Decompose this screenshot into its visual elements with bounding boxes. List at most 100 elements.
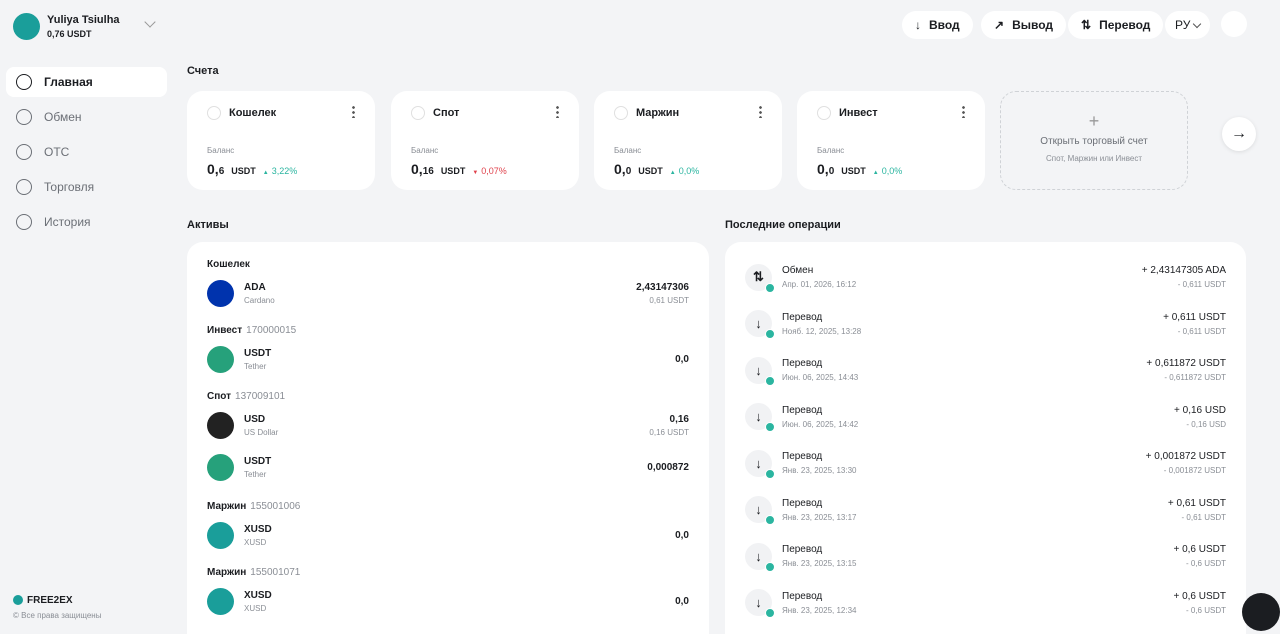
account-card[interactable]: Спот Баланс 0, 16 USDT ▼ 0,07% <box>391 91 579 190</box>
operation-icon: ↓ <box>745 356 775 386</box>
nav-label: Главная <box>44 75 93 89</box>
assets-panel: Кошелек ADA Cardano 2,43147306 0,61 USDT Инве… <box>187 242 709 634</box>
asset-text: USDT Tether <box>244 348 271 371</box>
operation-row[interactable]: ↓ Перевод Янв. 23, 2025, 13:15 + 0,6 USDT - … <box>745 533 1226 580</box>
asset-row[interactable]: USD US Dollar 0,16 0,16 USDT <box>207 405 689 445</box>
account-card[interactable]: Маржин Баланс 0, 0 USDT ▲ 0,0% <box>594 91 782 190</box>
asset-icon <box>207 411 234 439</box>
operation-amount: + 0,001872 USDT <box>1145 451 1226 463</box>
header-button[interactable]: ⇅ Перевод <box>1068 11 1164 39</box>
group-id: 170000015 <box>246 324 297 336</box>
operation-icon: ↓ <box>745 542 775 572</box>
asset-row[interactable]: USDT Tether 0,0 <box>207 339 689 379</box>
asset-sub: 0,61 USDT <box>649 295 689 305</box>
accounts-title: Счета <box>187 65 219 77</box>
asset-amount: 0,0 <box>675 595 689 607</box>
asset-name: XUSD <box>244 537 267 547</box>
copyright: © Все права защищены <box>13 611 102 620</box>
header-button[interactable]: ↗ Вывод <box>981 11 1066 39</box>
next-arrow[interactable]: → <box>1222 117 1256 151</box>
nav-item[interactable]: Главная <box>6 67 167 97</box>
status-check <box>765 375 775 386</box>
asset-amount: 0,0 <box>675 529 689 541</box>
asset-symbol: USD <box>244 413 266 425</box>
asset-row[interactable]: XUSD XUSD 0,0 <box>207 515 689 555</box>
group-name: Инвест <box>207 324 243 336</box>
operation-row[interactable]: ↓ Перевод Июн. 06, 2025, 14:43 + 0,611872 U… <box>745 347 1226 394</box>
asset-group: Кошелек <box>207 255 689 273</box>
operation-row[interactable]: ↓ Перевод Янв. 23, 2025, 13:17 + 0,61 USDT -… <box>745 487 1226 534</box>
account-card[interactable]: Кошелек Баланс 0, 6 USDT ▲ 3,22% <box>187 91 375 190</box>
open-account-subtitle: Спот, Маржин или Инвест <box>1046 154 1142 163</box>
group-name: Маржин <box>207 566 247 578</box>
operation-amount: + 0,611872 USDT <box>1146 358 1226 370</box>
user-chevron[interactable] <box>144 16 156 28</box>
group-id: 137009101 <box>235 390 286 402</box>
trend-icon: ▼ <box>472 170 479 176</box>
balance-main: 0, <box>207 161 219 177</box>
settings-button[interactable] <box>1221 11 1247 37</box>
nav-icon <box>16 214 32 230</box>
balance-currency: USDT <box>440 166 466 176</box>
asset-row[interactable]: XUSD XUSD 0,0 <box>207 581 689 621</box>
account-menu[interactable] <box>962 105 965 118</box>
asset-text: USDT Tether <box>244 456 271 479</box>
asset-name: XUSD <box>244 603 267 613</box>
operation-row[interactable]: ↓ Перевод Янв. 23, 2025, 12:34 + 0,6 USDT - … <box>745 580 1226 627</box>
balance-label: Баланс <box>411 146 439 155</box>
operation-date: Янв. 23, 2025, 12:34 <box>782 605 857 615</box>
status-check <box>765 561 775 572</box>
operation-row[interactable]: ↓ Перевод Янв. 23, 2025, 13:30 + 0,001872 U… <box>745 440 1226 487</box>
nav-item[interactable]: Обмен <box>6 102 167 132</box>
language-select[interactable]: РУ <box>1165 11 1211 39</box>
balance-row: 0, 6 USDT ▲ 3,22% <box>207 161 297 177</box>
account-menu[interactable] <box>759 105 762 118</box>
header-button[interactable]: ↓ Ввод <box>902 11 973 39</box>
asset-row[interactable]: USDT Tether 0,000872 <box>207 445 689 489</box>
asset-text: ADA Cardano <box>244 282 275 305</box>
asset-text: XUSD XUSD <box>244 524 272 547</box>
operation-value: + 0,61 USDT - 0,61 USDT <box>1168 498 1226 522</box>
operation-amount: + 2,43147305 ADA <box>1141 265 1226 277</box>
operation-sub: - 0,6 USDT <box>1185 605 1226 615</box>
operation-sub: - 0,001872 USDT <box>1163 466 1226 476</box>
asset-symbol: XUSD <box>244 589 272 601</box>
operation-row[interactable]: ↓ Перевод Июн. 06, 2025, 14:42 + 0,16 USD - … <box>745 394 1226 441</box>
account-menu[interactable] <box>352 105 355 118</box>
asset-row[interactable]: ADA Cardano 2,43147306 0,61 USDT <box>207 273 689 313</box>
operation-sub: - 0,6 USDT <box>1185 559 1226 569</box>
asset-amount: 0,16 <box>669 413 689 425</box>
operation-value: + 0,001872 USDT - 0,001872 USDT <box>1146 451 1226 475</box>
operation-date: Янв. 23, 2025, 13:30 <box>782 466 857 476</box>
status-check <box>765 468 775 479</box>
account-menu[interactable] <box>556 105 559 118</box>
chat-button[interactable] <box>1242 593 1280 631</box>
nav-item[interactable]: Торговля <box>6 172 167 202</box>
operation-icon: ↓ <box>745 310 775 340</box>
operation-type: Обмен <box>782 265 814 277</box>
operation-sub: - 0,611 USDT <box>1177 280 1226 290</box>
operation-value: + 2,43147305 ADA - 0,611 USDT <box>1142 265 1226 289</box>
account-card[interactable]: Инвест Баланс 0, 0 USDT ▲ 0,0% <box>797 91 985 190</box>
balance-change: 0,0% <box>881 166 903 176</box>
operation-value: + 0,6 USDT - 0,6 USDT <box>1173 544 1226 568</box>
balance-change: 3,22% <box>271 166 298 176</box>
asset-icon <box>207 453 234 481</box>
group-name: Спот <box>207 390 232 402</box>
balance-row: 0, 0 USDT ▲ 0,0% <box>817 161 902 177</box>
operation-text: Перевод Янв. 23, 2025, 13:30 <box>782 451 857 475</box>
nav-label: Обмен <box>44 110 82 124</box>
operation-type: Перевод <box>782 358 823 370</box>
operation-row[interactable]: ↓ Перевод Нояб. 12, 2025, 13:28 + 0,611 USD… <box>745 301 1226 348</box>
nav-item[interactable]: История <box>6 207 167 237</box>
open-account-title: Открыть торговый счет <box>1040 136 1148 147</box>
trend-icon: ▲ <box>872 170 879 176</box>
asset-group: Спот 137009101 <box>207 387 689 405</box>
operation-row[interactable]: ⇅ Обмен Апр. 01, 2026, 16:12 + 2,43147305 A… <box>745 254 1226 301</box>
nav-item[interactable]: OTC <box>6 137 167 167</box>
status-check <box>765 515 775 526</box>
open-account[interactable]: + Открыть торговый счет Спот, Маржин или… <box>1000 91 1188 190</box>
operation-icon: ↓ <box>745 449 775 479</box>
operations-title: Последние операции <box>725 219 841 231</box>
button-icon: ↓ <box>915 18 921 32</box>
